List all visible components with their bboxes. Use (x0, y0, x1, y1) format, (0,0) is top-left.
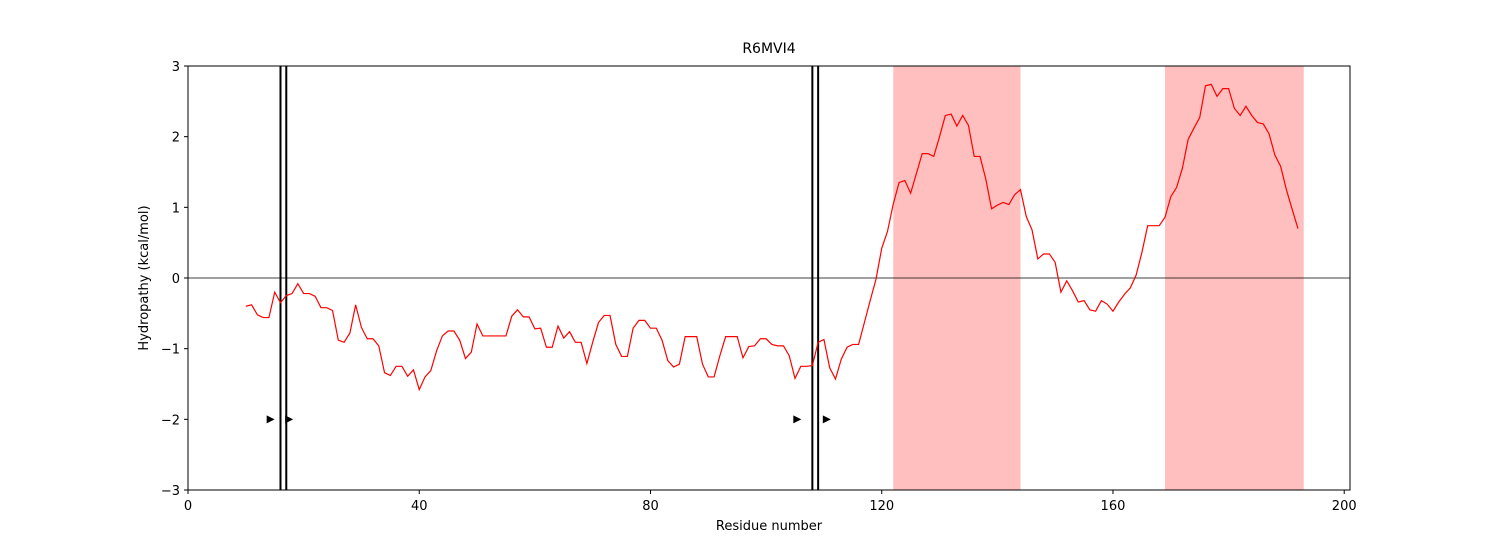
x-tick-label: 40 (411, 499, 428, 514)
y-tick-label: 1 (172, 201, 180, 216)
x-tick-label: 0 (184, 499, 192, 514)
data-line (245, 83, 1299, 392)
marker (266, 415, 275, 424)
chart-title: R6MVI4 (742, 41, 795, 57)
x-tick-label: 160 (1101, 499, 1126, 514)
marker (822, 415, 831, 424)
y-tick-label: −3 (161, 484, 180, 499)
y-tick-label: 0 (172, 272, 180, 287)
x-axis-label: Residue number (716, 519, 823, 534)
x-tick-label: 200 (1332, 499, 1357, 514)
y-tick-label: −2 (161, 413, 180, 428)
x-tick-label: 120 (869, 499, 894, 514)
y-axis-label: Hydropathy (kcal/mol) (137, 205, 152, 350)
marker (793, 415, 802, 424)
x-tick-label: 80 (642, 499, 659, 514)
y-tick-label: 3 (172, 60, 180, 75)
marker (285, 415, 294, 424)
y-tick-label: 2 (172, 131, 180, 146)
y-tick-label: −1 (161, 343, 180, 358)
